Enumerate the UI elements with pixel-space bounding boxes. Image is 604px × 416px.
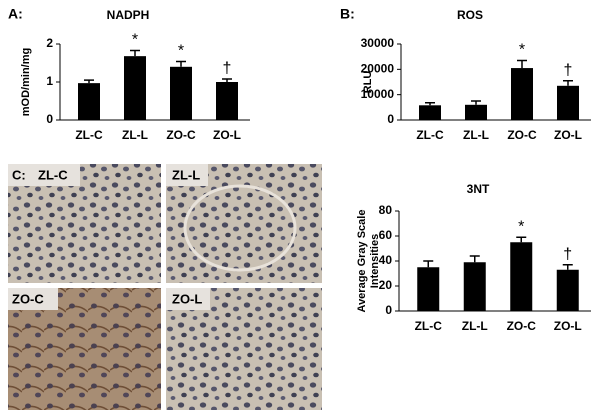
y-axis-label: mOD/min/mg	[20, 48, 32, 116]
glomerulus-outline	[183, 184, 297, 272]
annotation: *	[518, 218, 524, 235]
y-tick-label: 10000	[361, 87, 395, 101]
panel-label: C:	[12, 167, 26, 182]
image-label: ZL-C	[38, 167, 68, 182]
error-bar	[563, 79, 573, 86]
x-tick-label: ZL-C	[415, 319, 443, 333]
bar	[557, 85, 579, 120]
y-tick-label: 80	[379, 203, 393, 217]
y-tick-label: 2	[46, 36, 53, 50]
bar	[216, 82, 238, 120]
error-bar	[222, 78, 232, 82]
error-bar	[130, 49, 140, 57]
image-label: ZO-C	[12, 291, 44, 306]
annotation: †	[563, 246, 572, 263]
micrographs: C: ZL-C ZL-L ZO-C ZO-L	[8, 164, 322, 410]
y-tick-label: 20	[379, 278, 393, 292]
bar	[419, 105, 441, 120]
x-tick-label: ZO-C	[507, 128, 537, 142]
label-bg	[166, 288, 210, 310]
annotation: *	[519, 42, 525, 59]
y-tick-label: 20000	[361, 62, 395, 76]
bar	[511, 68, 533, 120]
x-tick-label: ZL-L	[122, 128, 148, 142]
error-bar	[469, 255, 480, 263]
y-tick-label: 60	[379, 228, 393, 242]
image-label: ZO-L	[172, 291, 202, 306]
x-tick-label: ZO-C	[166, 128, 196, 142]
error-bar	[84, 79, 94, 84]
label-bg	[8, 288, 58, 310]
y-tick-label: 1	[46, 74, 53, 88]
bar	[78, 83, 100, 120]
chart-title: NADPH	[107, 8, 150, 22]
bar	[556, 269, 579, 311]
chart-title: 3NT	[467, 182, 490, 196]
y-tick-label: 40	[379, 253, 393, 267]
y-tick-label: 0	[387, 112, 394, 126]
y-axis-label: RLU	[362, 71, 374, 94]
chart-title: ROS	[457, 8, 483, 22]
bar	[465, 104, 487, 120]
panel-label: A:	[8, 6, 23, 22]
error-bar	[425, 102, 435, 106]
annotation: †	[223, 60, 232, 77]
error-bar	[516, 236, 527, 243]
x-tick-label: ZO-C	[507, 319, 537, 333]
error-bar	[517, 59, 527, 69]
annotation: †	[564, 62, 573, 79]
x-tick-label: ZO-L	[554, 319, 582, 333]
bar	[463, 262, 486, 311]
error-bar	[423, 260, 434, 268]
image-label: ZL-L	[172, 167, 200, 182]
label-bg	[166, 164, 208, 186]
error-bar	[471, 100, 481, 105]
x-tick-label: ZL-C	[416, 128, 444, 142]
x-tick-label: ZO-L	[213, 128, 241, 142]
y-axis-label: Average Gray Scale	[356, 210, 368, 313]
bar	[417, 267, 440, 311]
error-bar	[176, 60, 186, 67]
y-tick-label: 0	[385, 303, 392, 317]
y-axis-label: Intensities	[369, 234, 381, 288]
annotation: *	[178, 43, 184, 60]
bar	[124, 56, 146, 120]
x-tick-label: ZL-L	[463, 128, 489, 142]
x-tick-label: ZO-L	[554, 128, 582, 142]
y-tick-label: 0	[46, 112, 53, 126]
bar	[510, 242, 533, 311]
annotation: *	[132, 32, 138, 49]
x-tick-label: ZL-L	[462, 319, 488, 333]
label-bg	[8, 164, 80, 186]
y-tick-label: 30000	[361, 36, 395, 50]
bar	[170, 66, 192, 120]
error-bar	[562, 264, 573, 270]
x-tick-label: ZL-C	[75, 128, 103, 142]
panel-label: B:	[340, 6, 355, 22]
